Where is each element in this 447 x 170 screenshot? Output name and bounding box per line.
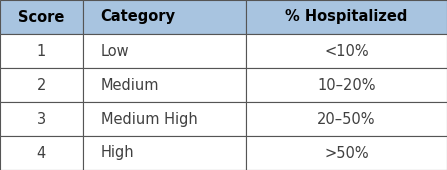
Text: Score: Score [18,10,64,24]
Text: Medium: Medium [101,78,159,92]
Bar [246,136,447,170]
Bar [83,136,246,170]
Text: <10%: <10% [324,44,369,58]
Text: Low: Low [101,44,129,58]
Text: 20–50%: 20–50% [317,112,375,126]
Bar [83,0,246,34]
Text: % Hospitalized: % Hospitalized [285,10,408,24]
Text: 10–20%: 10–20% [317,78,375,92]
Bar [0,0,83,34]
Text: 4: 4 [37,146,46,160]
Bar [246,68,447,102]
Text: >50%: >50% [324,146,369,160]
Bar [0,34,83,68]
Bar [0,68,83,102]
Text: Category: Category [101,10,176,24]
Bar [246,34,447,68]
Bar [0,136,83,170]
Text: High: High [101,146,134,160]
Bar [246,0,447,34]
Bar [83,34,246,68]
Text: 3: 3 [37,112,46,126]
Bar [83,102,246,136]
Text: 1: 1 [37,44,46,58]
Text: Medium High: Medium High [101,112,197,126]
Text: 2: 2 [37,78,46,92]
Bar [246,102,447,136]
Bar [0,102,83,136]
Bar [83,68,246,102]
